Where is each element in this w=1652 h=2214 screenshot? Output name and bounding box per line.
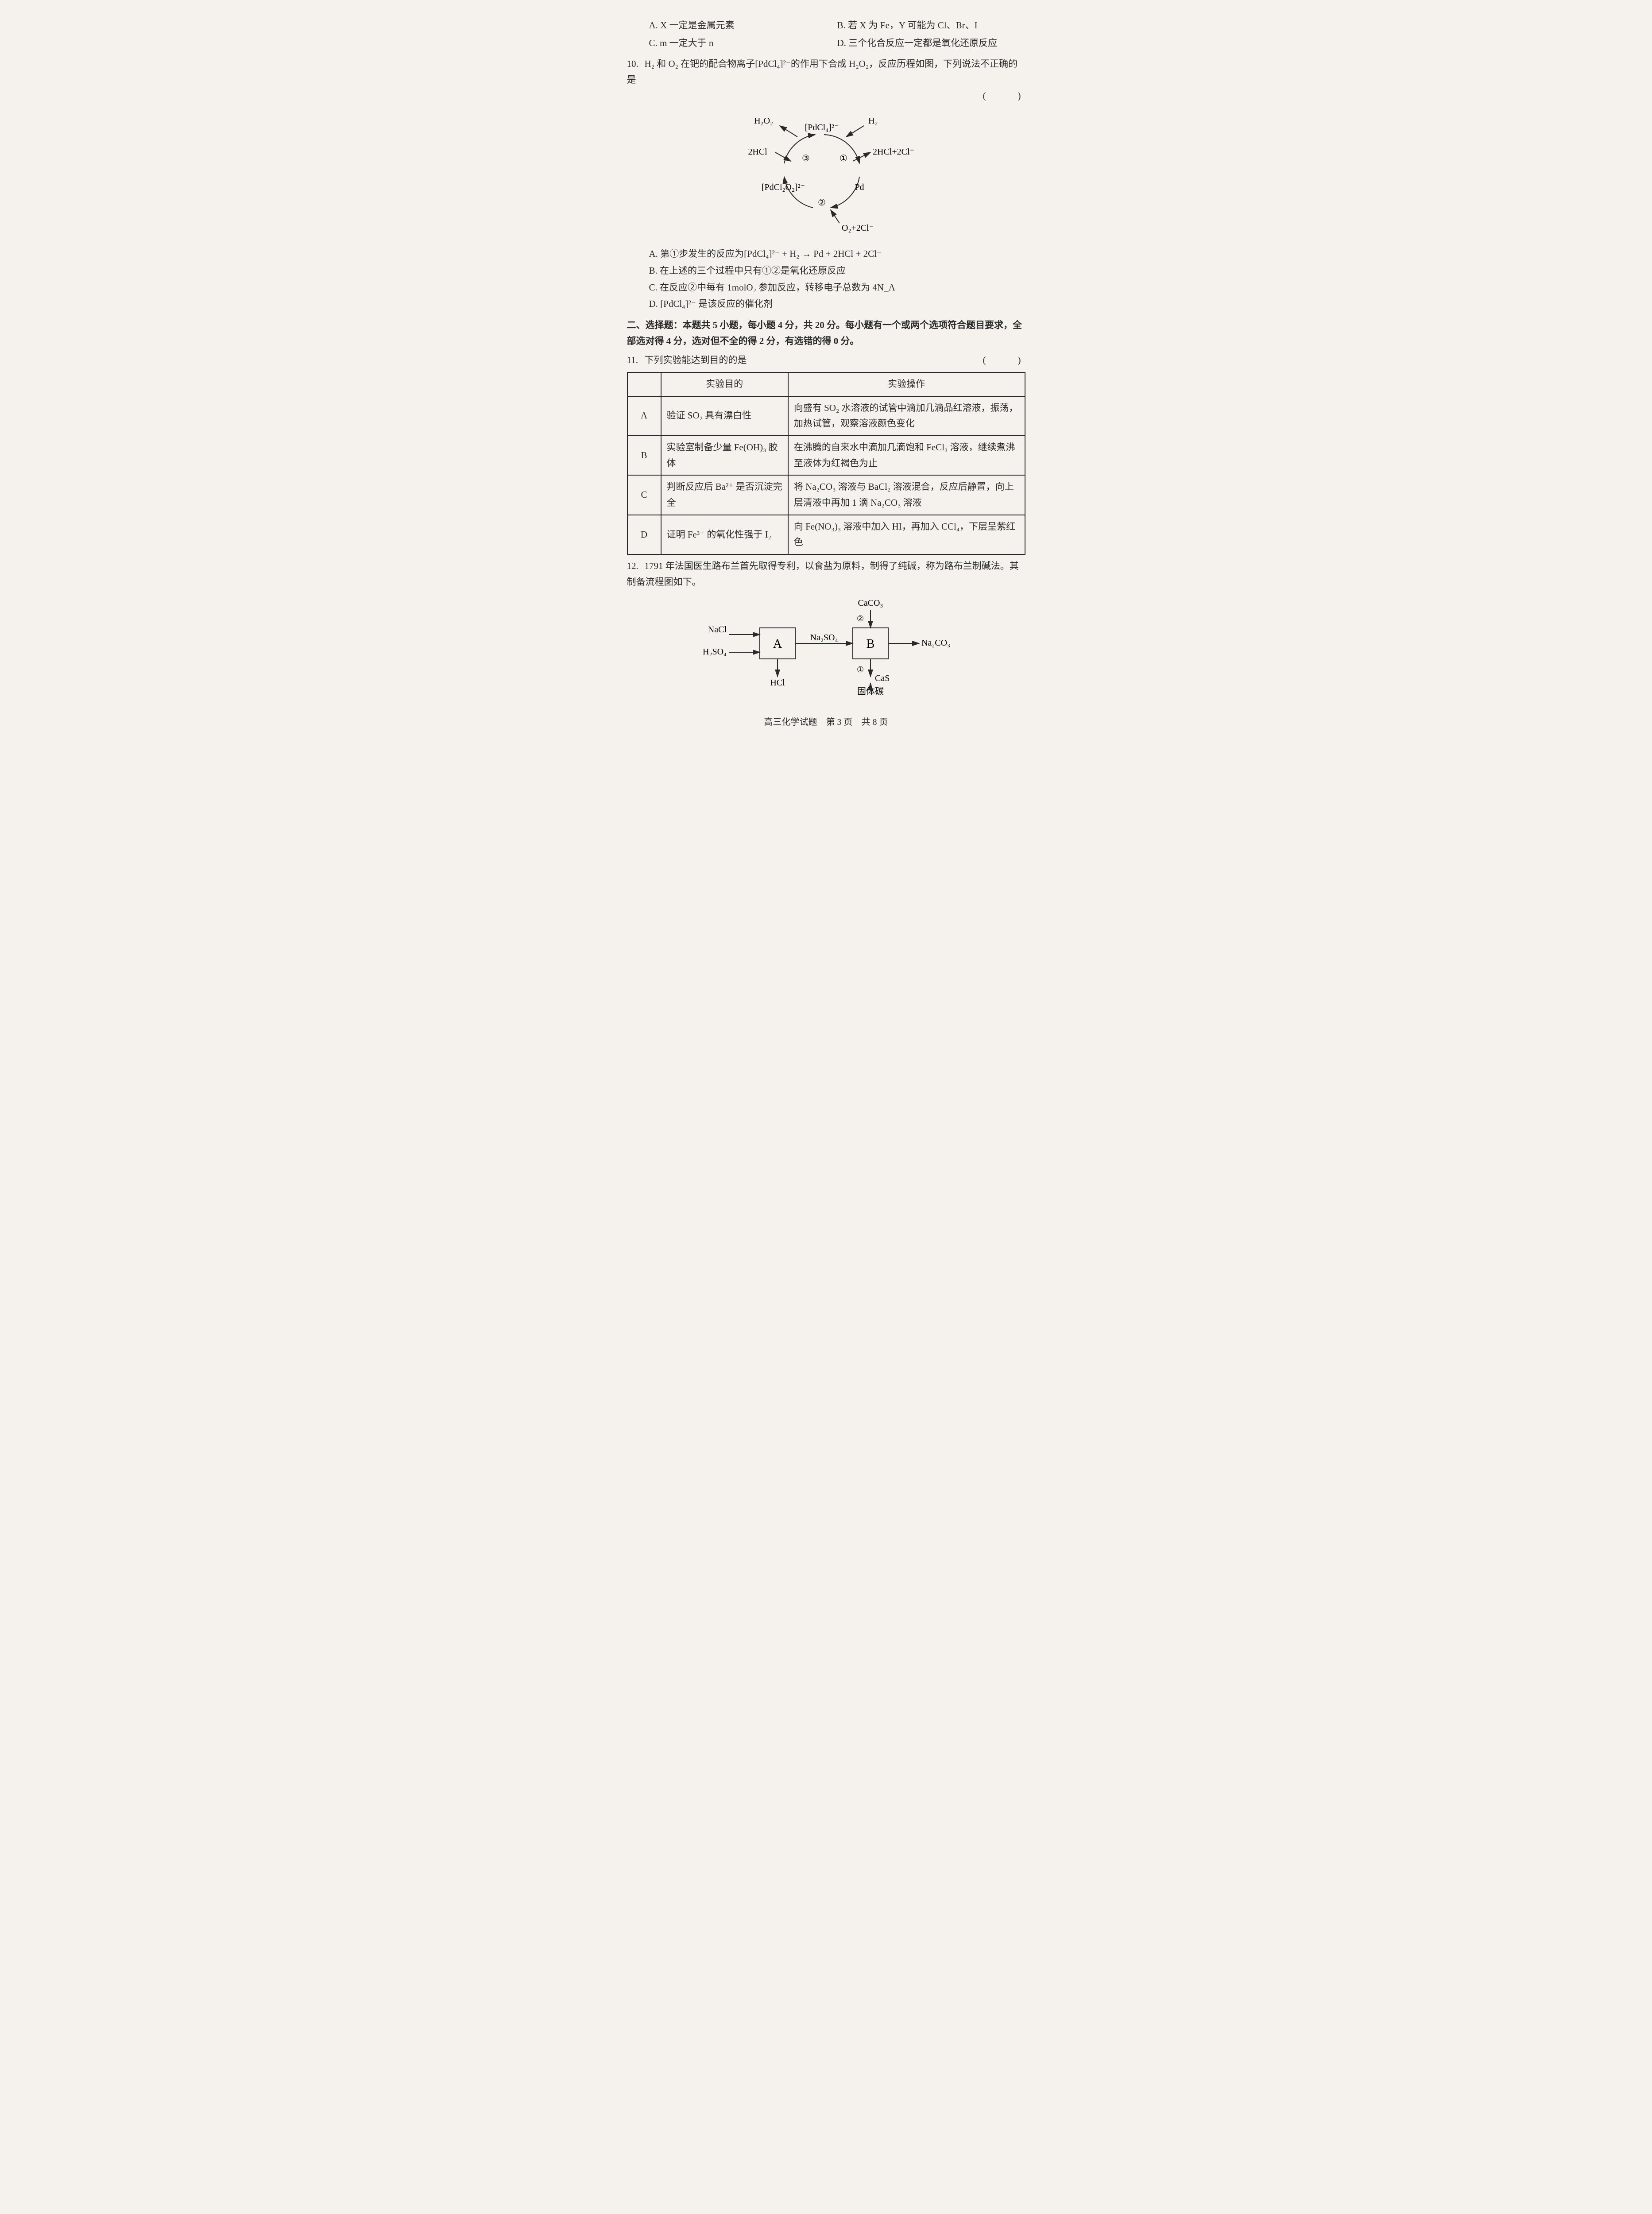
flow-boxA: A xyxy=(773,637,782,651)
flow-hcl: HCl xyxy=(770,678,785,688)
diag-pdcl2o2: [PdCl₂O₂]²⁻ xyxy=(761,182,805,192)
q12-number: 12. xyxy=(627,558,645,574)
diag-h2o2: H₂O₂ xyxy=(754,116,773,126)
q10-option-a: A. 第①步发生的反应为[PdCl₄]²⁻ + H₂ → Pd + 2HCl +… xyxy=(649,246,1025,262)
q10-options: A. 第①步发生的反应为[PdCl₄]²⁻ + H₂ → Pd + 2HCl +… xyxy=(627,246,1025,312)
q10-number: 10. xyxy=(627,56,645,72)
q11-number: 11. xyxy=(627,352,645,368)
row-purpose: 实验室制备少量 Fe(OH)₃ 胶体 xyxy=(661,436,788,475)
diag-2hcl-left: 2HCl xyxy=(748,147,767,157)
flow-cas: CaS xyxy=(875,673,890,683)
q11-stem: 下列实验能达到目的的是 xyxy=(645,355,747,365)
flow-boxB: B xyxy=(866,637,874,651)
q12-stem: 1791 年法国医生路布兰首先取得专利，以食盐为原料，制得了纯碱，称为路布兰制碱… xyxy=(627,561,1019,587)
q9-option-c: C. m 一定大于 n xyxy=(649,35,837,51)
flow-na2co3: Na₂CO₃ xyxy=(921,638,950,648)
flow-solid-c: 固体碳 xyxy=(857,686,884,697)
row-op: 在沸腾的自来水中滴加几滴饱和 FeCl₃ 溶液，继续煮沸至液体为红褐色为止 xyxy=(788,436,1025,475)
question-10: 10.H₂ 和 O₂ 在钯的配合物离子[PdCl₄]²⁻的作用下合成 H₂O₂，… xyxy=(627,56,1025,312)
diag-right-prod: 2HCl+2Cl⁻ xyxy=(873,147,914,157)
q11-th-purpose: 实验目的 xyxy=(661,372,788,396)
question-11: 11.下列实验能达到目的的是 ( ) 实验目的 实验操作 A验证 SO₂ 具有漂… xyxy=(627,352,1025,555)
row-label: D xyxy=(627,515,661,554)
q11-paren: ( ) xyxy=(983,352,1025,368)
section2-header-text: 二、选择题：本题共 5 小题，每小题 4 分，共 20 分。每小题有一个或两个选… xyxy=(627,320,1022,346)
q12-flow-diagram: A B NaCl H₂SO₄ HCl Na₂SO₄ CaCO₃ ② xyxy=(627,597,1025,704)
row-label: C xyxy=(627,475,661,515)
row-op: 向盛有 SO₂ 水溶液的试管中滴加几滴品红溶液，振荡，加热试管，观察溶液颜色变化 xyxy=(788,396,1025,436)
diag-circ2: ② xyxy=(818,198,826,208)
table-row: A验证 SO₂ 具有漂白性向盛有 SO₂ 水溶液的试管中滴加几滴品红溶液，振荡，… xyxy=(627,396,1025,436)
page-footer: 高三化学试题 第 3 页 共 8 页 xyxy=(627,715,1025,730)
flow-nacl: NaCl xyxy=(708,625,727,635)
q10-stem: H₂ 和 O₂ 在钯的配合物离子[PdCl₄]²⁻的作用下合成 H₂O₂，反应历… xyxy=(627,58,1018,85)
q11-th-op: 实验操作 xyxy=(788,372,1025,396)
q10-option-c: C. 在反应②中每有 1molO₂ 参加反应，转移电子总数为 4N_A xyxy=(649,280,1025,296)
diag-h2: H₂ xyxy=(868,116,878,126)
flow-na2so4: Na₂SO₄ xyxy=(810,633,838,643)
q9-option-b: B. 若 X 为 Fe，Y 可能为 Cl、Br、I xyxy=(837,18,1025,34)
q9-option-a: A. X 一定是金属元素 xyxy=(649,18,837,34)
question-12: 12.1791 年法国医生路布兰首先取得专利，以食盐为原料，制得了纯碱，称为路布… xyxy=(627,558,1025,704)
row-purpose: 证明 Fe³⁺ 的氧化性强于 I₂ xyxy=(661,515,788,554)
row-op: 向 Fe(NO₃)₃ 溶液中加入 HI，再加入 CCl₄，下层呈紫红色 xyxy=(788,515,1025,554)
q10-paren: ( ) xyxy=(983,88,1025,104)
q11-table: 实验目的 实验操作 A验证 SO₂ 具有漂白性向盛有 SO₂ 水溶液的试管中滴加… xyxy=(627,372,1025,555)
section2-header: 二、选择题：本题共 5 小题，每小题 4 分，共 20 分。每小题有一个或两个选… xyxy=(627,317,1025,349)
diag-pd: Pd xyxy=(855,182,864,192)
flow-circ1: ① xyxy=(856,665,863,674)
q10-option-b: B. 在上述的三个过程中只有①②是氧化还原反应 xyxy=(649,263,1025,279)
flow-caco3: CaCO₃ xyxy=(858,598,883,608)
row-label: B xyxy=(627,436,661,475)
q9-option-d: D. 三个化合反应一定都是氧化还原反应 xyxy=(837,35,1025,51)
table-row: B实验室制备少量 Fe(OH)₃ 胶体在沸腾的自来水中滴加几滴饱和 FeCl₃ … xyxy=(627,436,1025,475)
table-row: D证明 Fe³⁺ 的氧化性强于 I₂向 Fe(NO₃)₃ 溶液中加入 HI，再加… xyxy=(627,515,1025,554)
q11-th-blank xyxy=(627,372,661,396)
q9-options: A. X 一定是金属元素 B. 若 X 为 Fe，Y 可能为 Cl、Br、I C… xyxy=(627,18,1025,53)
q10-option-d: D. [PdCl₄]²⁻ 是该反应的催化剂 xyxy=(649,296,1025,312)
q10-cycle-diagram: H₂O₂ [PdCl₄]²⁻ H₂ 2HCl ③ ① 2HCl+2Cl⁻ [Pd… xyxy=(627,110,1025,240)
diag-circ3: ③ xyxy=(802,154,810,163)
diag-circ1: ① xyxy=(840,154,847,163)
row-op: 将 Na₂CO₃ 溶液与 BaCl₂ 溶液混合，反应后静置，向上层清液中再加 1… xyxy=(788,475,1025,515)
row-purpose: 判断反应后 Ba²⁺ 是否沉淀完全 xyxy=(661,475,788,515)
flow-h2so4: H₂SO₄ xyxy=(703,647,727,657)
diag-pdcl4: [PdCl₄]²⁻ xyxy=(805,123,839,132)
flow-circ2: ② xyxy=(856,614,863,623)
row-label: A xyxy=(627,396,661,436)
diag-o2-2cl: O₂+2Cl⁻ xyxy=(842,223,874,233)
table-row: C判断反应后 Ba²⁺ 是否沉淀完全将 Na₂CO₃ 溶液与 BaCl₂ 溶液混… xyxy=(627,475,1025,515)
row-purpose: 验证 SO₂ 具有漂白性 xyxy=(661,396,788,436)
